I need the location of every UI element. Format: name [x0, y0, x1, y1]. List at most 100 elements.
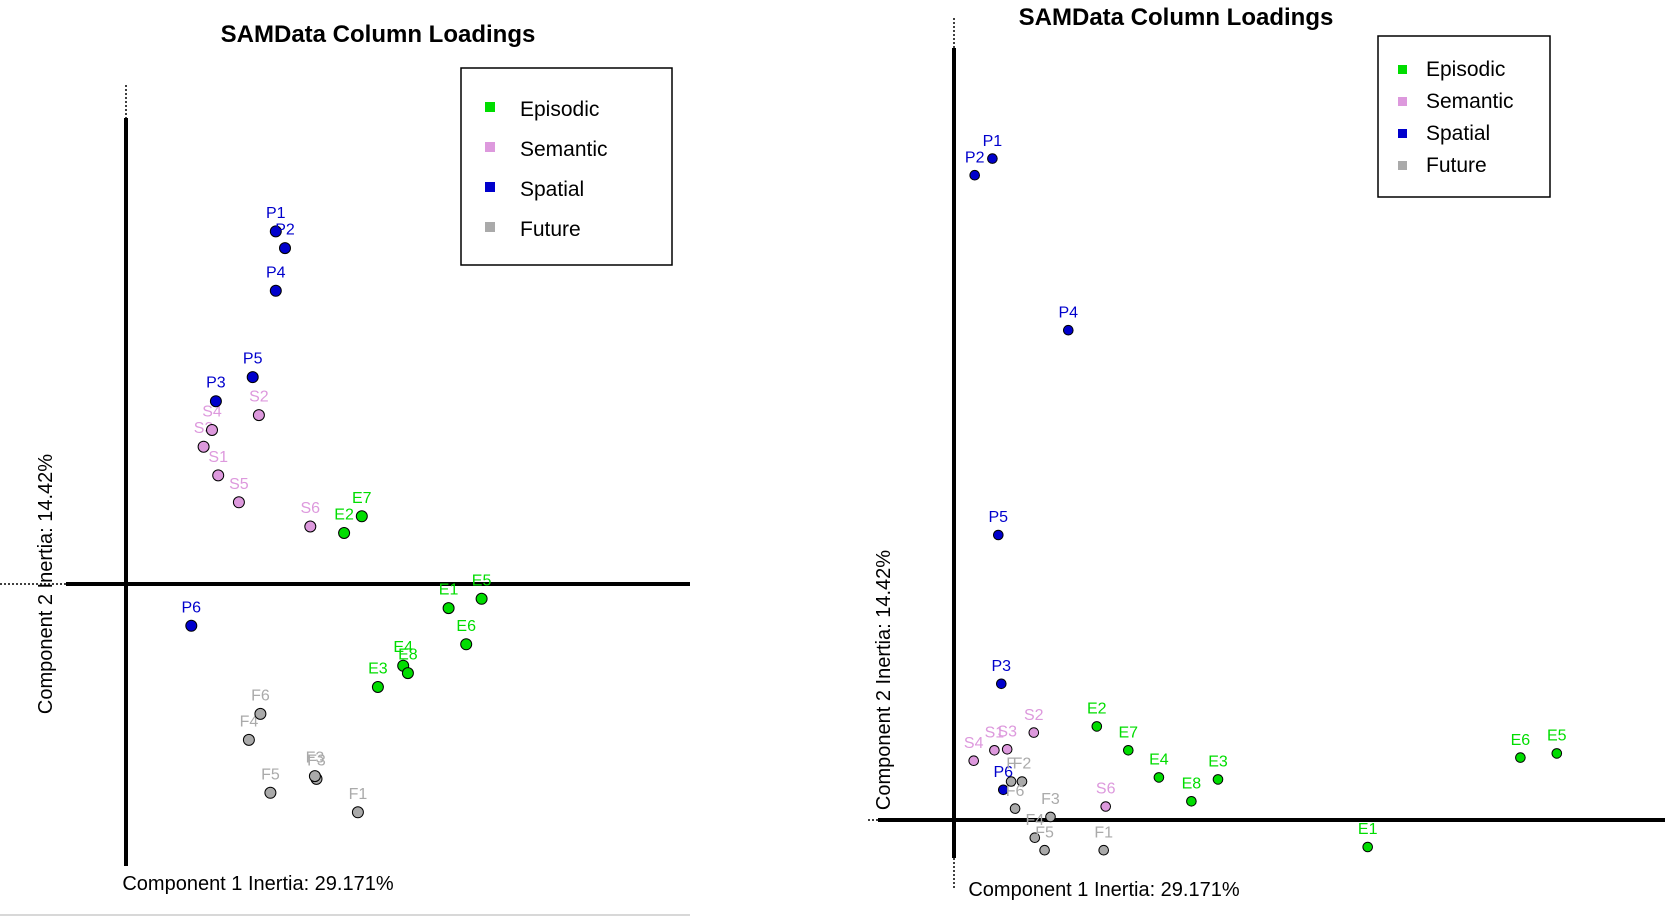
point-label-s6: S6 [301, 500, 321, 517]
scatter-point-e2 [338, 527, 351, 539]
point-label-s1: S1 [208, 449, 228, 466]
scatter-point-e3 [1212, 774, 1224, 785]
point-label-f: F [1006, 756, 1016, 773]
y-axis-label: Component 2 Inertia: 14.42% [35, 454, 57, 714]
point-label-s3: S3 [997, 724, 1017, 741]
point-label-s4: S4 [964, 735, 984, 752]
scatter-point-e5 [475, 592, 488, 605]
scatter-point-p6 [998, 784, 1009, 796]
scatter-point-f5 [264, 786, 277, 799]
scatter-point-p2 [969, 169, 981, 181]
legend-label-spatial: Spatial [1426, 122, 1490, 145]
point-label-e7: E7 [352, 490, 372, 507]
point-label-f4: F4 [240, 713, 259, 730]
point-label-f5: F5 [1035, 824, 1054, 841]
panel-left: SAMData Column Loadings Component 1 Iner… [0, 21, 690, 916]
scatter-point-p1 [987, 153, 998, 164]
scatter-point-e6 [1515, 752, 1526, 763]
point-label-e5: E5 [472, 572, 492, 589]
scatter-point-f1 [351, 806, 364, 819]
point-label-p1: P1 [266, 205, 286, 222]
legend-label-future: Future [520, 218, 581, 241]
legend-swatch-future [1398, 161, 1407, 170]
point-label-f3: F3 [307, 752, 326, 769]
scatter-point-s1 [989, 745, 1000, 756]
point-label-f5: F5 [261, 766, 280, 783]
scatter-marks: E1E2E3E4E5E6E7E8S1S2S3S4S5S6P1P2P3P4P5P6… [182, 205, 492, 819]
point-label-e1: E1 [439, 582, 459, 599]
scatter-point-f5 [1039, 844, 1050, 856]
scatter-point-s6 [304, 520, 317, 533]
scatter-point-p2 [279, 242, 291, 255]
point-label-p5: P5 [243, 351, 263, 368]
point-label-e5: E5 [1547, 728, 1567, 745]
scatter-point-e8 [401, 667, 414, 680]
point-label-p6: P6 [994, 764, 1014, 781]
legend-label-episodic: Episodic [1426, 58, 1505, 81]
scatter-point-p4 [1063, 324, 1074, 336]
legend-label-episodic: Episodic [520, 98, 599, 121]
point-label-s5: S5 [229, 476, 249, 493]
scatter-point-s6 [1100, 801, 1111, 812]
x-axis-label: Component 1 Inertia: 29.171% [968, 879, 1240, 901]
scatter-point-e1 [442, 602, 455, 615]
point-label-e4: E4 [393, 639, 413, 656]
legend-box [460, 67, 673, 266]
point-label-e8: E8 [1182, 776, 1202, 793]
point-label-e7: E7 [1119, 725, 1139, 742]
point-label-e2: E2 [1087, 701, 1107, 718]
scatter-point-e5 [1551, 748, 1563, 759]
legend-swatch-future [485, 222, 495, 232]
point-label-e3: E3 [1208, 754, 1228, 771]
scatter-point-e8 [1186, 796, 1197, 807]
scatter-point-s2 [1028, 727, 1040, 738]
chart-title: SAMData Column Loadings [1019, 4, 1334, 31]
point-label-s2: S2 [1024, 707, 1044, 724]
point-label-p3: P3 [206, 375, 226, 392]
panel-right: SAMData Column Loadings Component 1 Iner… [868, 4, 1665, 901]
scatter-point-f1 [1098, 844, 1109, 856]
legend-label-future: Future [1426, 154, 1487, 177]
point-label-s4: S4 [202, 404, 222, 421]
scatter-point-p3 [209, 395, 222, 408]
point-label-p6: P6 [182, 599, 202, 616]
scatter-point-s5 [232, 496, 245, 509]
scatter-point-e4 [1153, 772, 1165, 783]
point-label-f3: F3 [1041, 791, 1060, 808]
legend-swatch-spatial [485, 182, 495, 192]
legend: Episodic Semantic Spatial Future [460, 67, 673, 266]
legend-swatch-spatial [1398, 129, 1407, 138]
y-axis-label: Component 2 Inertia: 14.42% [873, 550, 895, 810]
point-label-f3: F3 [306, 750, 325, 767]
scatter-point-p3 [996, 678, 1007, 690]
point-label-f4: F4 [1025, 812, 1044, 829]
point-label-f1: F1 [1094, 824, 1113, 841]
x-axis-label: Component 1 Inertia: 29.171% [122, 873, 394, 895]
point-label-e1: E1 [1358, 821, 1378, 838]
legend-swatch-episodic [1398, 65, 1407, 74]
scatter-point-f2 [1016, 776, 1028, 787]
point-label-p5: P5 [989, 509, 1009, 526]
scatter-point-e7 [355, 510, 368, 523]
scatter-point-f6 [254, 707, 267, 720]
point-label-e6: E6 [456, 618, 476, 635]
scatter-point-e1 [1362, 841, 1373, 853]
point-label-e2: E2 [334, 507, 354, 524]
point-label-e6: E6 [1511, 732, 1531, 749]
scatter-point-e6 [460, 638, 473, 651]
scatter-point-p1 [269, 225, 282, 238]
point-label-p2: P2 [275, 222, 295, 239]
scatter-point-f3 [308, 770, 321, 783]
scatter-point-f6 [1009, 803, 1021, 814]
point-label-f6: F6 [1006, 783, 1025, 800]
point-label-p2: P2 [965, 149, 985, 166]
scatter-point-s4 [968, 755, 980, 767]
point-label-s2: S2 [249, 389, 269, 406]
point-label-p3: P3 [992, 658, 1012, 675]
scatter-point-e7 [1123, 745, 1134, 756]
scatter-point-f4 [242, 733, 255, 746]
scatter-point-e3 [371, 681, 384, 693]
point-label-s1: S1 [985, 725, 1005, 742]
